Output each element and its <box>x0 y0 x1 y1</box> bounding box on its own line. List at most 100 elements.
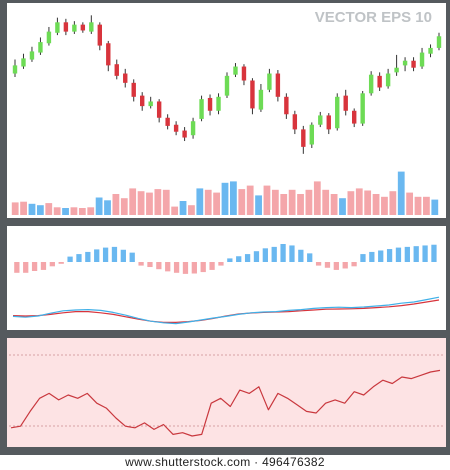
candle-body <box>335 96 340 129</box>
candle-body <box>29 51 35 60</box>
volume-bar <box>104 200 111 215</box>
volume-bar <box>297 194 304 215</box>
rsi-band <box>7 338 446 447</box>
volume-bar <box>171 206 179 215</box>
macd-histogram-bar <box>262 248 268 262</box>
candle-body <box>267 73 272 90</box>
candle-body <box>72 24 77 32</box>
candle-body <box>207 97 213 111</box>
candle-body <box>326 115 331 130</box>
macd-histogram-bar <box>218 262 224 266</box>
macd-histogram-bar <box>307 253 313 262</box>
volume-bar <box>95 197 103 215</box>
candle-body <box>428 47 433 54</box>
candle-body <box>46 31 52 44</box>
candle-body <box>352 110 357 124</box>
volume-bar <box>381 196 388 215</box>
volume-bar <box>28 203 36 215</box>
macd-histogram-bar <box>120 249 126 262</box>
candle-body <box>216 96 221 111</box>
macd-histogram-bar <box>31 262 38 271</box>
macd-histogram-bar <box>324 262 331 268</box>
volume-bar <box>305 189 313 215</box>
volume-bar <box>313 181 321 215</box>
candle-body <box>402 60 408 66</box>
volume-bar <box>423 196 430 215</box>
macd-histogram-bar <box>369 251 375 262</box>
macd-histogram-bar <box>422 245 428 262</box>
macd-line <box>12 296 440 325</box>
candle-body <box>233 66 238 75</box>
volume-bar <box>137 191 145 215</box>
candle-body <box>190 121 196 136</box>
macd-histogram-bar <box>431 244 437 262</box>
rsi-line <box>10 369 441 437</box>
candle-body <box>63 22 69 32</box>
candle-body <box>258 89 264 110</box>
volume-bar <box>70 207 78 215</box>
macd-histogram-bar <box>298 249 304 262</box>
volume-bar <box>288 189 296 215</box>
volume-bar <box>11 202 19 215</box>
volume-bar <box>389 191 397 215</box>
candle-body <box>55 22 60 33</box>
candlestick-chart <box>11 15 442 215</box>
candle-body <box>309 124 314 145</box>
candle-body <box>360 93 365 124</box>
volume-bar <box>431 199 439 215</box>
volume-bar <box>280 194 288 215</box>
macd-histogram-bar <box>271 246 277 262</box>
volume-bar <box>322 189 330 215</box>
candle-body <box>284 96 289 115</box>
macd-histogram-bar <box>253 251 260 262</box>
macd-histogram-bar <box>289 245 295 262</box>
candle-body <box>419 52 425 67</box>
macd-histogram-bar <box>14 262 20 273</box>
volume-bar <box>355 188 363 215</box>
volume-bar <box>271 189 279 215</box>
volume-bar <box>179 201 187 215</box>
volume-bar <box>45 203 53 215</box>
macd-histogram-bar <box>138 262 144 266</box>
candle-body <box>156 101 162 118</box>
macd-histogram-bar <box>156 262 162 270</box>
macd-histogram-bar <box>351 262 357 267</box>
macd-histogram-bar <box>244 254 251 262</box>
volume-bar <box>62 208 69 215</box>
volume-bar <box>36 205 44 215</box>
macd-histogram-bar <box>23 262 29 273</box>
macd-chart <box>12 244 440 325</box>
macd-histogram-bar <box>404 246 410 262</box>
candle-body <box>241 66 247 81</box>
macd-histogram-bar <box>280 244 286 262</box>
volume-bar <box>196 188 204 215</box>
candle-body <box>275 73 281 97</box>
candle-body <box>148 101 153 107</box>
candle-body <box>89 22 94 32</box>
volume-bar <box>87 207 95 215</box>
candle-body <box>182 130 187 138</box>
volume-bar <box>154 189 162 215</box>
macd-histogram-bar <box>147 262 153 268</box>
volume-bar <box>162 189 170 215</box>
macd-histogram-bar <box>333 262 339 270</box>
macd-histogram-bar <box>165 262 171 272</box>
rsi-chart <box>7 338 446 447</box>
candle-body <box>131 82 136 97</box>
rsi-panel <box>7 338 446 447</box>
candle-body <box>199 99 204 119</box>
macd-histogram-bar <box>182 262 189 274</box>
volume-bar <box>397 171 405 215</box>
volume-bar <box>406 192 414 215</box>
candle-body <box>173 124 179 132</box>
candlestick-panel: VECTOR EPS 10 <box>7 3 446 218</box>
candle-body <box>12 65 18 74</box>
volume-bar <box>112 194 120 215</box>
volume-bar <box>255 195 262 215</box>
macd-histogram-bar <box>129 252 135 262</box>
macd-histogram-bar <box>111 246 118 262</box>
volume-bar <box>330 194 338 215</box>
macd-histogram-bar <box>236 256 242 262</box>
macd-histogram-bar <box>395 247 402 262</box>
macd-histogram-bar <box>85 251 91 262</box>
